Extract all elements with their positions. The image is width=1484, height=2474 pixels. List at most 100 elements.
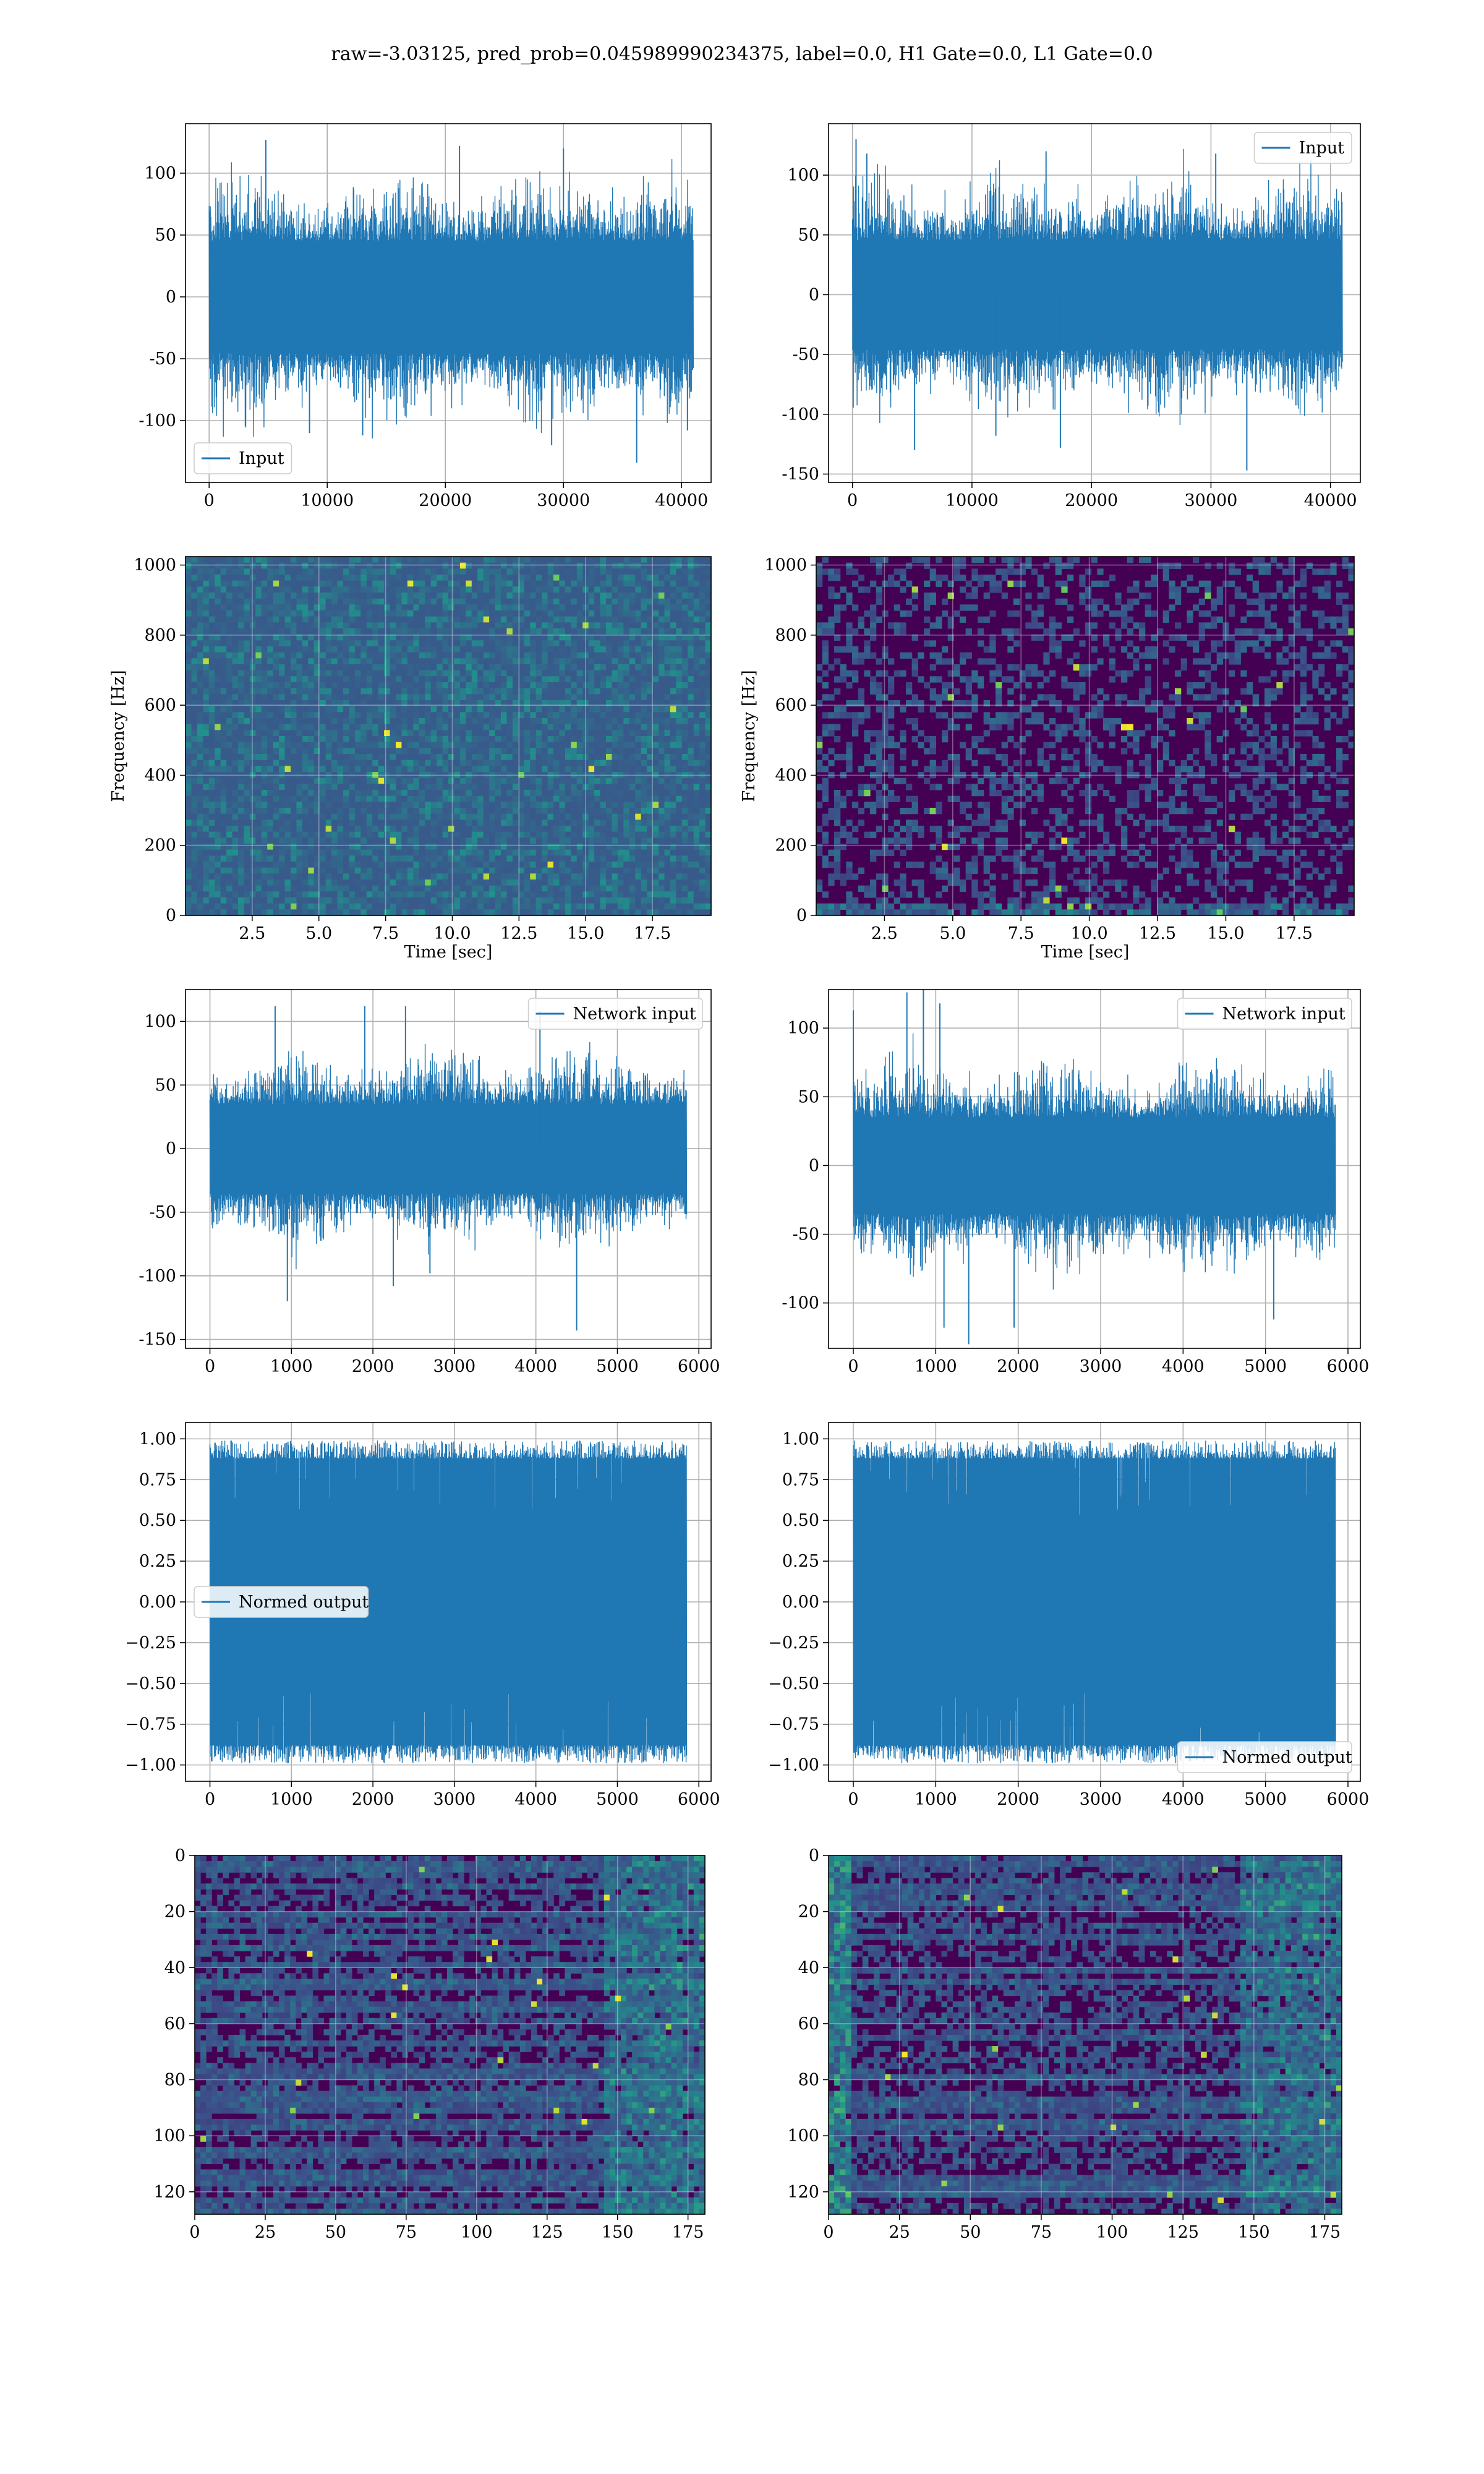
heatmap-cell [384, 646, 391, 653]
heatmap-cell [442, 682, 449, 689]
heatmap-cell [296, 658, 303, 665]
heatmap-cell [296, 849, 303, 856]
heatmap-cell [612, 598, 618, 605]
heatmap-cell [524, 616, 531, 623]
heatmap-cell [681, 760, 688, 766]
heatmap-cell [501, 784, 508, 790]
heatmap-cell [249, 849, 256, 856]
heatmap-cell [688, 784, 694, 790]
heatmap-cell [232, 802, 239, 808]
heatmap-cell [582, 568, 589, 575]
heatmap-cell [325, 837, 332, 844]
heatmap-cell [220, 598, 227, 605]
heatmap-cell [372, 664, 379, 671]
heatmap-cell [647, 688, 654, 695]
heatmap-cell [659, 640, 665, 647]
heatmap-cell [524, 610, 531, 617]
heatmap-cell [676, 784, 683, 790]
heatmap-cell [232, 748, 239, 755]
heatmap-cell [670, 557, 676, 563]
heatmap-cell [501, 712, 508, 719]
heatmap-cell [267, 849, 274, 856]
heatmap-cell [641, 712, 647, 719]
heatmap-cell [390, 880, 396, 886]
heatmap-cell [617, 598, 624, 605]
heatmap-cell [512, 646, 519, 653]
heatmap-cell [547, 808, 554, 815]
heatmap-cell [495, 784, 501, 790]
heatmap-cell [419, 766, 425, 773]
heatmap-cell [419, 628, 425, 635]
heatmap-cell [495, 700, 501, 707]
heatmap-cell [249, 790, 256, 797]
heatmap-cell [407, 718, 414, 725]
heatmap-cell [512, 664, 519, 671]
heatmap-cell [612, 826, 618, 833]
heatmap-cell [547, 694, 554, 701]
heatmap-cell [705, 652, 712, 659]
heatmap-cell [471, 777, 478, 784]
heatmap-cell [308, 670, 315, 677]
heatmap-cell [261, 742, 268, 748]
heatmap-cell [693, 754, 700, 761]
heatmap-cell [244, 784, 250, 790]
heatmap-cell [232, 777, 239, 784]
heatmap-cell [186, 646, 192, 653]
heatmap-cell [296, 724, 303, 730]
heatmap-cell [331, 784, 338, 790]
heatmap-cell [215, 820, 221, 826]
heatmap-cell [495, 634, 501, 641]
heatmap-cell [670, 802, 676, 808]
heatmap-cell [220, 664, 227, 671]
heatmap-cell [197, 777, 203, 784]
y-tick-label: -100 [782, 405, 819, 424]
heatmap-cell [506, 634, 513, 641]
heatmap-cell [291, 575, 297, 581]
heatmap-cell [582, 813, 589, 820]
heatmap-cell [518, 802, 525, 808]
heatmap-cell [325, 831, 332, 838]
heatmap-cell [396, 652, 403, 659]
heatmap-cell [384, 628, 391, 635]
heatmap-cell [471, 849, 478, 856]
heatmap-cell [186, 694, 192, 701]
heatmap-cell [582, 730, 589, 737]
heatmap-cell [255, 616, 262, 623]
heatmap-cell [442, 754, 449, 761]
heatmap-cell [354, 766, 361, 773]
heatmap-cell [255, 820, 262, 826]
heatmap-cell [313, 802, 320, 808]
heatmap-cell [501, 849, 508, 856]
heatmap-cell [384, 820, 391, 826]
heatmap-cell [284, 837, 291, 844]
heatmap-cell [249, 855, 256, 862]
heatmap-cell [471, 616, 478, 623]
heatmap-cell [606, 580, 613, 587]
heatmap-cell [553, 855, 560, 862]
heatmap-cell [302, 557, 309, 563]
heatmap-cell [255, 694, 262, 701]
heatmap-cell [693, 694, 700, 701]
heatmap-cell [535, 867, 542, 874]
heatmap-cell [325, 813, 332, 820]
heatmap-cell [629, 575, 636, 581]
heatmap-cell [325, 742, 332, 748]
heatmap-cell [623, 586, 630, 593]
heatmap-cell [208, 718, 215, 725]
heatmap-cell [606, 777, 613, 784]
heatmap-cell [302, 837, 309, 844]
heatmap-cell [378, 837, 385, 844]
heatmap-cell [273, 790, 279, 797]
heatmap-cell [384, 694, 391, 701]
heatmap-cell [699, 586, 706, 593]
heatmap-cell [372, 562, 379, 569]
heatmap-cell [489, 646, 496, 653]
heatmap-cell [244, 580, 250, 587]
heatmap-cell [384, 867, 391, 874]
heatmap-cell [343, 808, 350, 815]
heatmap-cell [659, 604, 665, 611]
heatmap-cell [419, 593, 425, 599]
heatmap-cell [343, 826, 350, 833]
heatmap-cell [366, 616, 373, 623]
heatmap-cell [699, 640, 706, 647]
